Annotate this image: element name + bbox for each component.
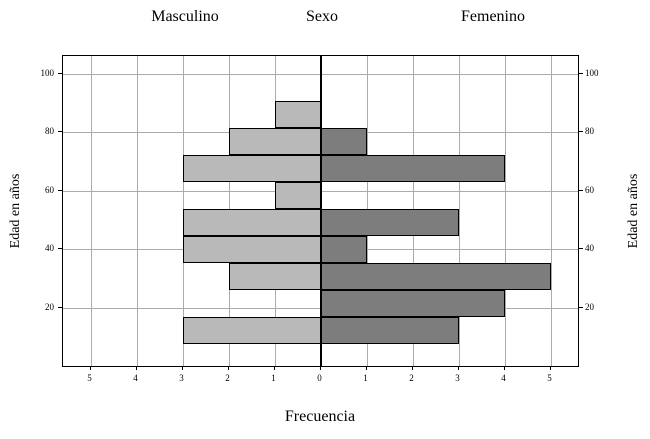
y-tick-mark xyxy=(58,72,62,74)
y-tick-label: 100 xyxy=(585,67,599,78)
y-tick-label: 40 xyxy=(45,243,54,254)
y-tick-mark xyxy=(579,131,583,133)
y-tick-label: 20 xyxy=(585,301,594,312)
x-tick-label: 1 xyxy=(271,373,276,383)
y-tick-label: 100 xyxy=(40,67,55,78)
y-tick-mark xyxy=(58,131,62,133)
plot-area xyxy=(62,55,579,367)
x-tick-label: 5 xyxy=(87,373,92,383)
bar-masculino-50 xyxy=(182,209,321,236)
gridline-vertical xyxy=(550,56,552,366)
x-tick-mark xyxy=(503,366,505,370)
x-tick-mark xyxy=(319,366,321,370)
x-tick-mark xyxy=(549,366,551,370)
y-tick-label: 60 xyxy=(585,184,594,195)
x-tick-label: 4 xyxy=(501,373,506,383)
x-tick-label: 2 xyxy=(225,373,230,383)
y-tick-mark xyxy=(58,248,62,250)
bar-masculino-40 xyxy=(182,236,321,263)
y-tick-mark xyxy=(579,189,583,191)
y-tick-label: 80 xyxy=(585,126,594,137)
bar-femenino-50 xyxy=(320,209,459,236)
x-tick-label: 5 xyxy=(547,373,552,383)
x-tick-label: 2 xyxy=(409,373,414,383)
y-axis-label-right: Edad en años xyxy=(626,173,641,249)
series-label-masculino: Masculino xyxy=(151,8,219,25)
x-tick-mark xyxy=(227,366,229,370)
gridline-vertical xyxy=(504,56,506,366)
zero-axis-line xyxy=(319,56,322,366)
x-tick-mark xyxy=(89,366,91,370)
bar-masculino-30 xyxy=(228,263,321,290)
y-tick-mark xyxy=(579,72,583,74)
bar-femenino-70 xyxy=(320,155,505,182)
x-tick-label: 0 xyxy=(317,373,322,383)
gridline-vertical xyxy=(136,56,138,366)
x-tick-mark xyxy=(181,366,183,370)
gridline-vertical xyxy=(90,56,92,366)
x-tick-label: 4 xyxy=(133,373,138,383)
bar-masculino-70 xyxy=(182,155,321,182)
y-tick-label: 60 xyxy=(45,184,54,195)
y-tick-label: 80 xyxy=(45,126,54,137)
bar-femenino-40 xyxy=(320,236,367,263)
x-tick-mark xyxy=(365,366,367,370)
bar-femenino-20 xyxy=(320,290,505,317)
x-tick-label: 1 xyxy=(363,373,368,383)
x-axis-label: Frecuencia xyxy=(284,408,356,425)
bar-femenino-30 xyxy=(320,263,551,290)
y-tick-label: 20 xyxy=(45,301,54,312)
y-tick-label: 40 xyxy=(585,243,594,254)
y-tick-mark xyxy=(579,248,583,250)
bar-masculino-60 xyxy=(274,182,321,209)
x-tick-mark xyxy=(457,366,459,370)
bar-femenino-10 xyxy=(320,317,459,344)
bar-masculino-90 xyxy=(274,101,321,128)
gridline-vertical xyxy=(458,56,460,366)
bar-femenino-80 xyxy=(320,128,367,155)
x-tick-label: 3 xyxy=(455,373,460,383)
x-tick-label: 3 xyxy=(179,373,184,383)
y-tick-mark xyxy=(58,306,62,308)
y-tick-mark xyxy=(579,306,583,308)
chart-title-sexo: Sexo xyxy=(306,8,338,25)
x-tick-mark xyxy=(135,366,137,370)
series-label-femenino: Femenino xyxy=(461,8,525,25)
bar-masculino-10 xyxy=(182,317,321,344)
x-tick-mark xyxy=(273,366,275,370)
y-tick-mark xyxy=(58,189,62,191)
y-axis-label-left: Edad en años xyxy=(8,173,23,249)
x-tick-mark xyxy=(411,366,413,370)
bar-masculino-80 xyxy=(228,128,321,155)
